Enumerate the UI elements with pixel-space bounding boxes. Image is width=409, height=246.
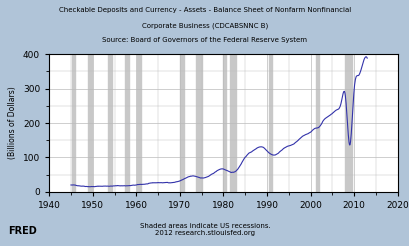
Bar	[108, 54, 111, 192]
Bar	[344, 54, 351, 192]
Text: FRED: FRED	[8, 226, 37, 236]
Bar	[88, 54, 92, 192]
Bar	[269, 54, 272, 192]
Bar	[223, 54, 225, 192]
Bar	[196, 54, 202, 192]
Bar	[72, 54, 74, 192]
Bar	[229, 54, 235, 192]
Text: Source: Board of Governors of the Federal Reserve System: Source: Board of Governors of the Federa…	[102, 37, 307, 43]
Bar	[137, 54, 140, 192]
Bar	[179, 54, 183, 192]
Y-axis label: (Billions of Dollars): (Billions of Dollars)	[8, 87, 17, 159]
Text: Checkable Deposits and Currency - Assets - Balance Sheet of Nonfarm Nonfinancial: Checkable Deposits and Currency - Assets…	[59, 7, 350, 13]
Text: Shaded areas indicate US recessions.
2012 research.stlouisfed.org: Shaded areas indicate US recessions. 201…	[139, 223, 270, 236]
Text: Corporate Business (CDCABSNNC B): Corporate Business (CDCABSNNC B)	[142, 22, 267, 29]
Bar	[315, 54, 318, 192]
Bar	[125, 54, 129, 192]
